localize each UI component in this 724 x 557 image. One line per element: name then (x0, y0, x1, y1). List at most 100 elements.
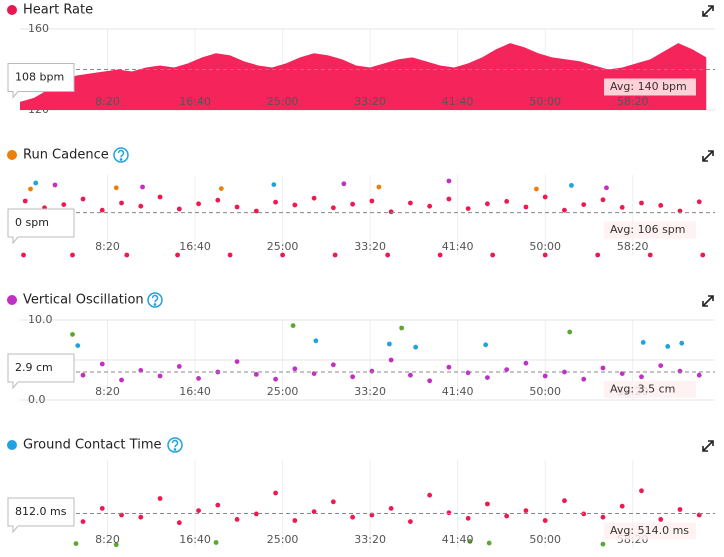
data-point (534, 186, 539, 192)
data-point (427, 378, 433, 384)
x-tick-label: 25:00 (267, 385, 299, 398)
data-point (196, 508, 201, 513)
data-point (504, 367, 510, 372)
data-point (569, 183, 574, 188)
data-point (80, 519, 86, 524)
x-tick-label: 33:20 (354, 95, 386, 108)
data-point (385, 252, 391, 258)
legend-dot (7, 440, 17, 450)
data-point (376, 184, 382, 190)
data-point (640, 340, 646, 345)
y-tick-label: 0.0 (28, 393, 46, 406)
data-point (330, 205, 336, 211)
data-point (388, 209, 394, 215)
data-point (33, 180, 39, 186)
legend-dot (7, 5, 17, 15)
data-point (21, 252, 26, 258)
data-point (407, 519, 413, 524)
data-point (341, 181, 347, 187)
tooltip-text: 812.0 ms (15, 505, 67, 518)
data-point (542, 518, 548, 523)
data-point (619, 503, 625, 509)
data-point (647, 252, 653, 258)
data-point (176, 364, 182, 369)
data-point (80, 372, 86, 378)
data-point (542, 194, 548, 200)
data-point (313, 338, 319, 344)
data-point (253, 511, 259, 517)
data-point (176, 520, 182, 526)
data-point (523, 204, 529, 210)
data-point (388, 506, 394, 511)
data-point (485, 201, 490, 207)
legend-dot (7, 295, 17, 305)
data-point (490, 252, 496, 258)
data-point (227, 252, 233, 258)
x-tick-label: 33:20 (354, 240, 386, 253)
data-point (253, 208, 259, 214)
data-point (427, 203, 433, 209)
average-label: Avg: 3.5 cm (610, 383, 675, 396)
tooltip-text: 108 bpm (15, 71, 64, 84)
data-point (157, 194, 163, 200)
data-point (138, 514, 144, 520)
data-point (465, 370, 471, 376)
data-point (22, 198, 28, 204)
data-point (52, 182, 58, 188)
help-icon[interactable] (147, 292, 163, 308)
data-point (292, 202, 298, 208)
x-tick-label: 41:40 (442, 95, 474, 108)
x-tick-label: 33:20 (354, 533, 386, 546)
x-tick-label: 8:20 (95, 533, 120, 546)
data-point (639, 200, 644, 206)
data-point (311, 195, 317, 201)
data-point (465, 515, 471, 521)
data-point (311, 509, 317, 515)
chart-title: Ground Contact Time (23, 438, 161, 453)
data-point (157, 496, 163, 501)
data-point (280, 252, 285, 258)
tooltip-box (7, 497, 75, 534)
data-point (486, 540, 492, 546)
expand-icon[interactable] (702, 295, 714, 307)
data-point (99, 506, 105, 511)
data-point (600, 541, 606, 547)
tooltip-box (7, 208, 75, 245)
x-tick-label: 16:40 (179, 533, 211, 546)
x-tick-label: 33:20 (354, 385, 386, 398)
x-tick-label: 50:00 (529, 385, 561, 398)
data-point (196, 376, 201, 381)
expand-icon[interactable] (702, 5, 714, 17)
x-tick-label: 8:20 (95, 385, 120, 398)
data-point (665, 344, 671, 349)
data-point (369, 368, 375, 374)
help-icon[interactable] (113, 147, 129, 163)
tooltip-box (7, 63, 75, 99)
data-point (234, 359, 240, 364)
x-tick-label: 41:40 (442, 385, 474, 398)
chart-panel: Vertical Oscillation0.05.010.08:2016:402… (7, 293, 715, 406)
help-icon[interactable] (167, 437, 183, 453)
data-point (350, 201, 356, 207)
expand-icon[interactable] (702, 440, 714, 452)
y-tick-label: 10.0 (28, 313, 53, 326)
data-point (399, 325, 405, 331)
expand-icon[interactable] (702, 150, 714, 162)
x-tick-label: 58:20 (617, 95, 649, 108)
data-point (407, 372, 413, 378)
data-point (567, 329, 573, 335)
data-point (465, 206, 471, 212)
data-point (562, 498, 567, 504)
x-tick-label: 50:00 (529, 240, 561, 253)
data-point (700, 252, 706, 258)
data-point (119, 377, 124, 383)
data-point (234, 204, 240, 210)
data-point (581, 202, 587, 208)
average-label-bg (604, 522, 696, 540)
data-point (562, 369, 567, 375)
data-point (213, 540, 219, 545)
data-point (119, 200, 124, 206)
data-point (350, 514, 356, 520)
data-point (446, 178, 452, 184)
data-point (99, 361, 105, 367)
